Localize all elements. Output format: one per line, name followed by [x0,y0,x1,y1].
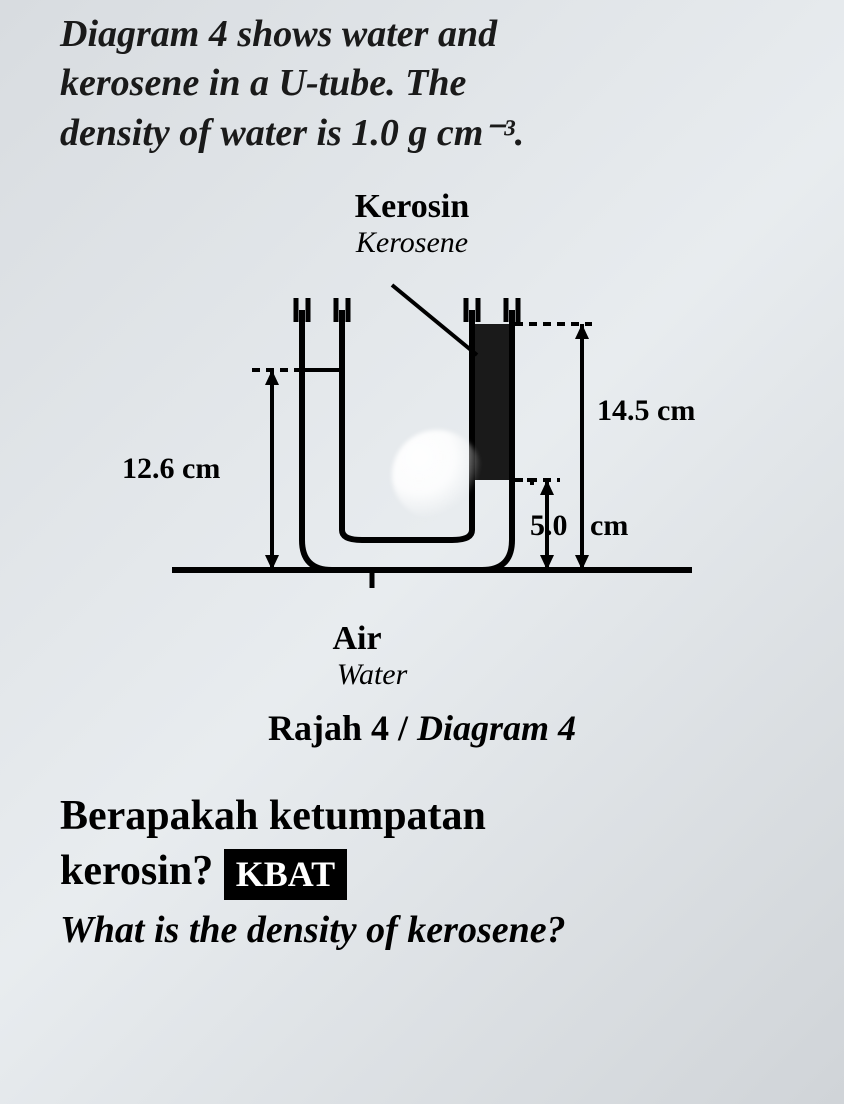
kbat-badge: KBAT [224,849,347,900]
left-measurement: 12.6 cm [122,452,220,485]
caption-sep: / [389,708,417,748]
utube-svg-wrapper: 12.6 cm 14.5 cm 5.0 cm [112,270,732,615]
air-label-malay: Air [332,620,381,658]
right-total-measurement: 14.5 cm [597,394,695,427]
caption-malay: Rajah 4 [268,708,389,748]
air-label-english: Water [337,658,408,692]
question-block: Berapakah ketumpatan kerosin? KBAT What … [0,769,844,951]
caption-english: Diagram 4 [417,708,576,748]
question-english: What is the density of kerosene? [60,908,804,952]
question-malay: Berapakah ketumpatan kerosin? KBAT [60,789,804,899]
problem-statement: Diagram 4 shows water and kerosene in a … [0,0,844,178]
glare-artifact [392,430,482,520]
right-bottom-unit: cm [590,509,628,542]
right-bottom-measurement: 5.0 [530,509,568,542]
problem-line: kerosene in a U-tube. The [60,59,804,108]
kerosin-label-malay: Kerosin [355,188,470,226]
problem-line: density of water is 1.0 g cm⁻³. [60,109,804,158]
kerosin-label-english: Kerosene [356,226,468,260]
diagram-region: Kerosin Kerosene [0,188,844,749]
problem-line: Diagram 4 shows water and [60,10,804,59]
diagram-caption: Rajah 4 / Diagram 4 [268,707,576,749]
